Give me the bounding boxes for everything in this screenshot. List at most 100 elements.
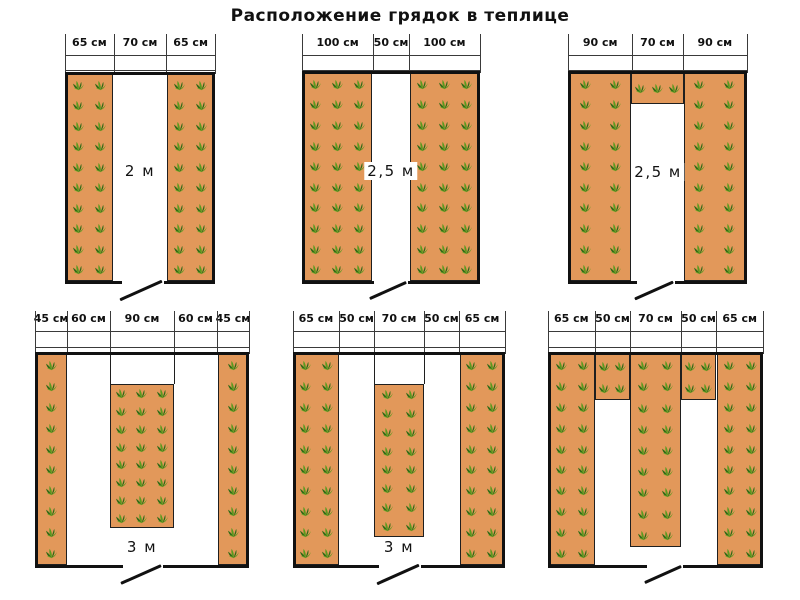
plant-icon <box>684 361 697 372</box>
plant-icon <box>405 408 418 419</box>
plant-icon <box>353 79 366 90</box>
plant-icon <box>331 244 344 255</box>
dimension-label: 45 см <box>215 312 251 325</box>
wall-top <box>65 72 215 75</box>
plant-icon <box>577 506 590 517</box>
ruler-tick-2 <box>629 311 631 354</box>
wall-bottom-left <box>293 565 379 568</box>
dimension-label: 100 см <box>316 36 359 49</box>
plant-icon <box>579 141 592 152</box>
plant-icon <box>45 485 58 496</box>
ruler-line-2 <box>568 70 747 71</box>
plant-icon <box>299 527 312 538</box>
plant-icon <box>693 99 706 110</box>
bed-guide-line-0 <box>373 352 375 384</box>
plant-icon <box>609 141 622 152</box>
plant-icon <box>651 83 664 94</box>
plant-icon <box>227 548 240 559</box>
plant-icon <box>438 264 451 275</box>
plant-icon <box>416 120 429 131</box>
plant-icon <box>331 79 344 90</box>
ruler-tick-2 <box>408 34 410 73</box>
bed <box>374 384 424 537</box>
plant-icon <box>693 182 706 193</box>
plant-icon <box>309 161 322 172</box>
plant-icon <box>94 80 107 91</box>
plant-icon <box>486 506 499 517</box>
plant-icon <box>156 477 169 488</box>
plant-icon <box>299 381 312 392</box>
ruler-tick-2 <box>682 34 684 73</box>
plant-icon <box>135 388 148 399</box>
plant-icon <box>195 162 208 173</box>
plant-icon <box>577 423 590 434</box>
bed <box>167 74 213 281</box>
plant-icon <box>331 264 344 275</box>
plant-icon <box>227 527 240 538</box>
plant-icon <box>723 264 736 275</box>
wall-top <box>35 352 249 355</box>
wall-top <box>302 71 480 74</box>
plant-icon <box>173 80 186 91</box>
plant-icon <box>173 223 186 234</box>
plant-icon <box>135 477 148 488</box>
plant-icon <box>723 527 736 538</box>
plant-icon <box>381 427 394 438</box>
plant-icon <box>579 202 592 213</box>
plant-icon <box>331 141 344 152</box>
plant-icon <box>609 202 622 213</box>
plant-icon <box>486 381 499 392</box>
plant-icon <box>405 389 418 400</box>
plant-icon <box>94 223 107 234</box>
dimension-label: 70 см <box>381 312 417 325</box>
plant-icon <box>45 464 58 475</box>
plant-icon <box>609 264 622 275</box>
plant-icon <box>598 383 611 394</box>
dimension-label: 65 см <box>722 312 758 325</box>
plant-icon <box>115 388 128 399</box>
plant-icon <box>465 423 478 434</box>
plant-icon <box>45 506 58 517</box>
plant-icon <box>173 264 186 275</box>
plant-icon <box>321 464 334 475</box>
plant-icon <box>299 360 312 371</box>
dimension-label: 60 см <box>178 312 213 325</box>
plant-icon <box>195 223 208 234</box>
plant-icon <box>555 360 568 371</box>
plant-icon <box>309 223 322 234</box>
dimension-label: 65 см <box>298 312 334 325</box>
plant-icon <box>579 264 592 275</box>
plant-icon <box>637 509 650 520</box>
plant-icon <box>661 466 674 477</box>
plant-icon <box>745 402 758 413</box>
plant-icon <box>634 83 647 94</box>
plant-icon <box>579 244 592 255</box>
plant-icon <box>745 485 758 496</box>
plant-icon <box>486 485 499 496</box>
plant-icon <box>135 459 148 470</box>
ruler-line-2 <box>65 70 215 71</box>
ruler-tick-3 <box>680 311 682 354</box>
wall-right <box>502 352 505 568</box>
plant-icon <box>331 120 344 131</box>
ruler-tick-1 <box>66 311 68 354</box>
plant-icon <box>438 202 451 213</box>
wall-bottom-left <box>568 281 637 284</box>
ruler-tick-3 <box>173 311 175 354</box>
plant-icon <box>745 464 758 475</box>
plant-icon <box>723 223 736 234</box>
plant-icon <box>609 99 622 110</box>
plant-icon <box>598 361 611 372</box>
plant-icon <box>353 244 366 255</box>
ruler-tick-3 <box>214 34 216 74</box>
plant-icon <box>579 161 592 172</box>
plant-icon <box>486 402 499 413</box>
wall-bottom-left <box>548 565 647 568</box>
plant-icon <box>156 459 169 470</box>
plant-icon <box>661 487 674 498</box>
plant-icon <box>353 202 366 213</box>
bed <box>630 354 681 547</box>
ruler-line-2 <box>302 70 480 71</box>
